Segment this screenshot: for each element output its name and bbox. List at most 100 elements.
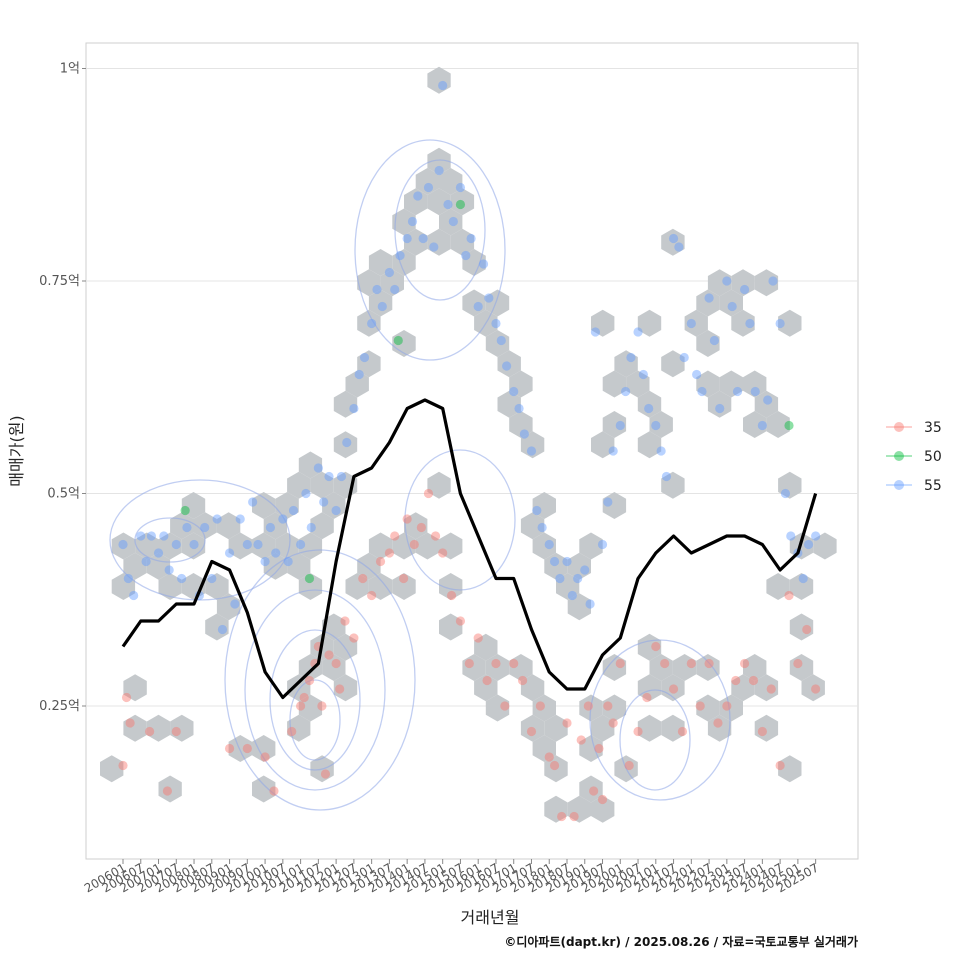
hex-bin xyxy=(789,613,814,641)
point-series-35 xyxy=(784,590,794,601)
point-series-35 xyxy=(633,726,643,737)
point-series-55 xyxy=(750,386,760,397)
point-series-35 xyxy=(224,743,235,754)
hex-bin xyxy=(614,350,638,378)
hex-bin xyxy=(205,573,229,600)
point-series-35 xyxy=(509,658,519,669)
point-series-55 xyxy=(265,522,276,533)
point-series-55 xyxy=(567,590,577,601)
source-caption: ©디아파트(dapt.kr) / 2025.08.26 / 자료=국토교통부 실… xyxy=(504,934,858,949)
point-series-35 xyxy=(375,556,386,567)
point-series-35 xyxy=(535,701,545,711)
point-series-55 xyxy=(141,556,151,567)
point-series-55 xyxy=(775,318,785,329)
hex-bin xyxy=(754,714,779,742)
hex-bin xyxy=(252,532,276,560)
hex-bin xyxy=(661,471,685,499)
hex-bin xyxy=(263,552,288,580)
point-series-55 xyxy=(555,573,565,584)
hex-bin xyxy=(731,269,755,297)
hex-bin xyxy=(520,431,545,459)
point-series-55 xyxy=(136,531,146,541)
hex-bin xyxy=(170,714,194,742)
hex-bin xyxy=(567,593,591,621)
point-series-55 xyxy=(313,463,323,473)
legend: 35 50 55 xyxy=(886,420,942,494)
point-series-55 xyxy=(212,514,222,524)
point-series-35 xyxy=(544,752,554,762)
point-series-55 xyxy=(626,352,636,363)
hex-bin xyxy=(392,208,416,236)
point-series-50 xyxy=(455,199,466,210)
hexbin-layer xyxy=(100,66,837,823)
point-series-35 xyxy=(304,675,315,686)
hex-bin xyxy=(146,714,171,742)
hex-bin xyxy=(509,411,533,438)
point-series-55 xyxy=(129,590,139,601)
point-series-35 xyxy=(686,658,696,669)
point-series-55 xyxy=(580,565,590,575)
legend-swatch xyxy=(894,422,904,432)
point-series-55 xyxy=(573,573,583,584)
point-series-35 xyxy=(349,633,359,643)
hex-bin xyxy=(427,471,451,499)
hex-bin xyxy=(310,512,334,540)
density-contours xyxy=(109,139,731,811)
point-series-55 xyxy=(177,573,187,584)
hex-bin xyxy=(637,431,662,459)
hex-bin xyxy=(474,674,498,702)
hex-bin xyxy=(181,492,206,519)
point-series-55 xyxy=(519,429,529,439)
hex-bin xyxy=(404,188,428,216)
hex-bin xyxy=(591,714,615,742)
hex-bin xyxy=(392,532,416,560)
point-series-35 xyxy=(118,760,128,771)
hex-bin xyxy=(707,714,732,742)
point-series-55 xyxy=(780,488,791,499)
point-series-55 xyxy=(367,318,377,329)
hex-bin xyxy=(719,694,743,722)
hex-bin xyxy=(696,330,720,357)
hex-bin xyxy=(661,714,685,742)
point-series-35 xyxy=(455,616,466,626)
point-series-55 xyxy=(443,199,453,210)
point-series-55 xyxy=(306,522,316,533)
hex-bin xyxy=(696,370,720,398)
point-series-55 xyxy=(390,284,400,295)
hex-bin xyxy=(591,309,615,337)
hex-bin xyxy=(743,654,767,681)
point-series-55 xyxy=(153,548,164,558)
point-series-55 xyxy=(697,386,707,397)
point-series-55 xyxy=(633,327,643,337)
density-contour xyxy=(109,479,291,601)
hex-bin xyxy=(567,795,591,823)
point-series-55 xyxy=(253,539,263,550)
point-series-35 xyxy=(121,692,132,703)
point-series-55 xyxy=(182,522,192,533)
hex-bin xyxy=(100,755,124,783)
hex-bin xyxy=(485,330,510,357)
point-series-35 xyxy=(576,735,586,745)
hex-bin xyxy=(485,694,510,722)
point-series-55 xyxy=(418,233,428,244)
hex-bin xyxy=(661,228,685,256)
point-series-55 xyxy=(200,522,210,533)
point-series-55 xyxy=(118,539,128,550)
point-series-55 xyxy=(715,403,725,414)
legend-label: 50 xyxy=(924,449,942,465)
hex-bin xyxy=(754,269,779,297)
point-series-35 xyxy=(562,718,572,728)
point-series-35 xyxy=(603,701,613,711)
point-series-55 xyxy=(757,420,767,431)
point-series-35 xyxy=(583,701,593,711)
hex-bin xyxy=(345,370,369,398)
point-series-55 xyxy=(590,327,601,337)
hex-bin xyxy=(672,654,697,681)
hex-bin xyxy=(801,674,825,702)
hex-bin xyxy=(368,573,393,600)
point-series-35 xyxy=(299,692,309,703)
point-series-55 xyxy=(692,369,702,380)
hex-bin xyxy=(415,168,439,195)
point-series-55 xyxy=(146,531,157,541)
y-axis-title: 매매가(원) xyxy=(7,415,26,486)
